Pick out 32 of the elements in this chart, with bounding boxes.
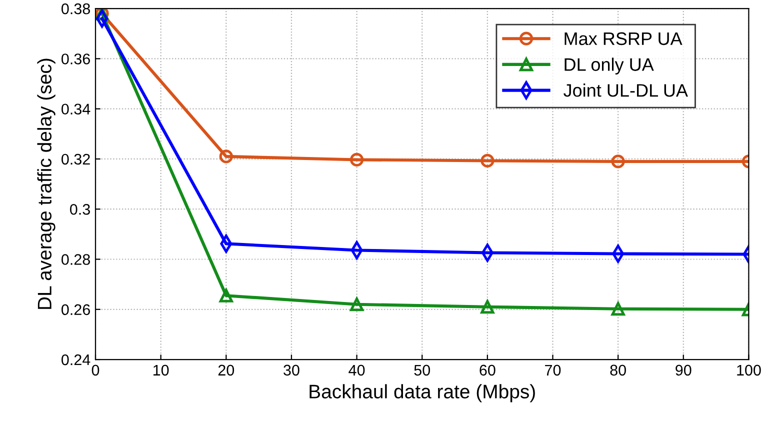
x-tick-label: 40 bbox=[348, 364, 365, 376]
x-tick-label: 100 bbox=[737, 364, 761, 376]
x-tick-label: 90 bbox=[676, 364, 692, 376]
y-tick-label: 0.38 bbox=[62, 3, 90, 14]
x-tick-label: 10 bbox=[153, 364, 169, 376]
x-tick-label: 30 bbox=[284, 364, 300, 376]
x-tick-label: 0 bbox=[92, 364, 100, 376]
legend-label: Joint UL-DL UA bbox=[564, 84, 688, 97]
y-tick-label: 0.28 bbox=[62, 254, 90, 265]
x-tick-label: 70 bbox=[545, 364, 561, 376]
point bbox=[350, 152, 364, 167]
x-tick-label: 80 bbox=[610, 364, 626, 376]
y-tick-label: 0.36 bbox=[62, 54, 90, 64]
y-tick-label: 0.24 bbox=[62, 354, 90, 366]
y-tick-label: 0.34 bbox=[62, 104, 90, 115]
legend-label: DL only UA bbox=[564, 58, 654, 75]
point bbox=[480, 154, 494, 168]
point bbox=[480, 300, 494, 314]
x-tick-label: 50 bbox=[414, 364, 430, 376]
point bbox=[611, 302, 625, 316]
point bbox=[611, 154, 625, 168]
y-axis-title: DL average traffic delay (sec) bbox=[37, 58, 56, 309]
x-axis-title: Backhaul data rate (Mbps) bbox=[310, 384, 535, 402]
point bbox=[219, 150, 233, 164]
x-tick-label: 20 bbox=[218, 364, 234, 376]
y-tick-label: 0.26 bbox=[62, 304, 90, 316]
point bbox=[219, 288, 233, 302]
y-tick-label: 0.3 bbox=[70, 204, 90, 215]
x-tick-label: 60 bbox=[480, 364, 496, 376]
legend-label: Max RSRP UA bbox=[564, 32, 682, 46]
point bbox=[350, 298, 364, 312]
y-tick-label: 0.32 bbox=[62, 154, 90, 165]
